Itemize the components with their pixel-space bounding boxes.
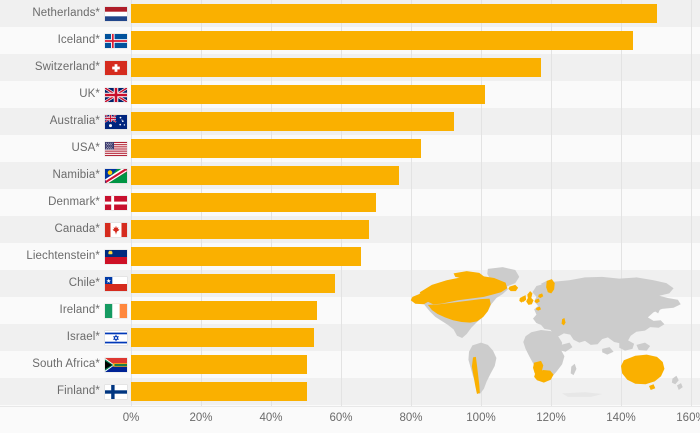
plot-area <box>131 0 692 406</box>
gridline <box>691 0 692 406</box>
category-label-cell: Netherlands* <box>0 0 131 27</box>
category-label: Netherlands* <box>32 6 100 19</box>
x-axis-line <box>0 406 700 407</box>
category-label-cell: USA* <box>0 135 131 162</box>
flag-netherlands-icon <box>105 6 127 21</box>
category-label: Iceland* <box>57 33 100 46</box>
bar[interactable] <box>131 274 336 293</box>
category-label-cell: Chile* <box>0 270 131 297</box>
bar[interactable] <box>131 31 633 50</box>
gridline <box>621 0 622 406</box>
x-axis-tick-label: 100% <box>466 412 496 424</box>
x-axis-tick-label: 20% <box>189 412 213 424</box>
x-axis-tick-label: 140% <box>606 412 636 424</box>
category-label-cell: Canada* <box>0 216 131 243</box>
flag-usa-icon <box>105 141 127 156</box>
bar[interactable] <box>131 328 315 347</box>
x-axis-tick-label: 80% <box>399 412 423 424</box>
flag-uk-icon <box>105 87 127 102</box>
bar[interactable] <box>131 166 400 185</box>
bar[interactable] <box>131 112 455 131</box>
gridline <box>551 0 552 406</box>
flag-switzerland-icon <box>105 60 127 75</box>
bar[interactable] <box>131 85 485 104</box>
category-label: Ireland* <box>59 303 100 316</box>
flag-finland-icon <box>105 384 127 399</box>
category-label: Finland* <box>57 384 100 397</box>
gridline <box>481 0 482 406</box>
bar[interactable] <box>131 139 422 158</box>
category-label-cell: Finland* <box>0 378 131 405</box>
x-axis-tick-label: 120% <box>536 412 566 424</box>
category-label: Denmark* <box>48 195 100 208</box>
category-label-cell: South Africa* <box>0 351 131 378</box>
flag-canada-icon <box>105 222 127 237</box>
bar[interactable] <box>131 382 308 401</box>
x-axis: 0% 20% 40% 60% 80% 100% 120% 140% 160% <box>0 406 700 433</box>
category-label: Australia* <box>49 114 100 127</box>
category-label-cell: Denmark* <box>0 189 131 216</box>
category-label: Liechtenstein* <box>26 249 100 262</box>
x-axis-tick-label: 60% <box>329 412 353 424</box>
category-label: Israel* <box>66 330 100 343</box>
category-label-cell: Israel* <box>0 324 131 351</box>
category-label-cell: Iceland* <box>0 27 131 54</box>
category-label: Chile* <box>68 276 100 289</box>
flag-australia-icon <box>105 114 127 129</box>
chart-row: Finland* <box>0 378 700 405</box>
flag-chile-icon <box>105 276 127 291</box>
category-label: USA* <box>71 141 100 154</box>
x-axis-tick-label: 160% <box>676 412 700 424</box>
category-label-cell: Ireland* <box>0 297 131 324</box>
category-label-cell: UK* <box>0 81 131 108</box>
flag-south-africa-icon <box>105 357 127 372</box>
flag-iceland-icon <box>105 33 127 48</box>
category-label-cell: Liechtenstein* <box>0 243 131 270</box>
x-axis-tick-label: 0% <box>122 412 140 424</box>
category-label: Canada* <box>54 222 100 235</box>
flag-ireland-icon <box>105 303 127 318</box>
flag-israel-icon <box>105 330 127 345</box>
flag-liechtenstein-icon <box>105 249 127 264</box>
category-label: UK* <box>79 87 100 100</box>
category-label-cell: Namibia* <box>0 162 131 189</box>
bar[interactable] <box>131 301 317 320</box>
category-label-cell: Switzerland* <box>0 54 131 81</box>
category-label: South Africa* <box>32 357 100 370</box>
flag-denmark-icon <box>105 195 127 210</box>
category-label: Namibia* <box>52 168 100 181</box>
bar[interactable] <box>131 220 369 239</box>
bar[interactable] <box>131 193 376 212</box>
category-label-cell: Australia* <box>0 108 131 135</box>
bar[interactable] <box>131 58 541 77</box>
chart-row: South Africa* <box>0 351 700 378</box>
x-axis-tick-label: 40% <box>259 412 283 424</box>
bar[interactable] <box>131 4 658 23</box>
bar[interactable] <box>131 247 361 266</box>
flag-namibia-icon <box>105 168 127 183</box>
gridline <box>411 0 412 406</box>
bar[interactable] <box>131 355 308 374</box>
category-label: Switzerland* <box>34 60 100 73</box>
